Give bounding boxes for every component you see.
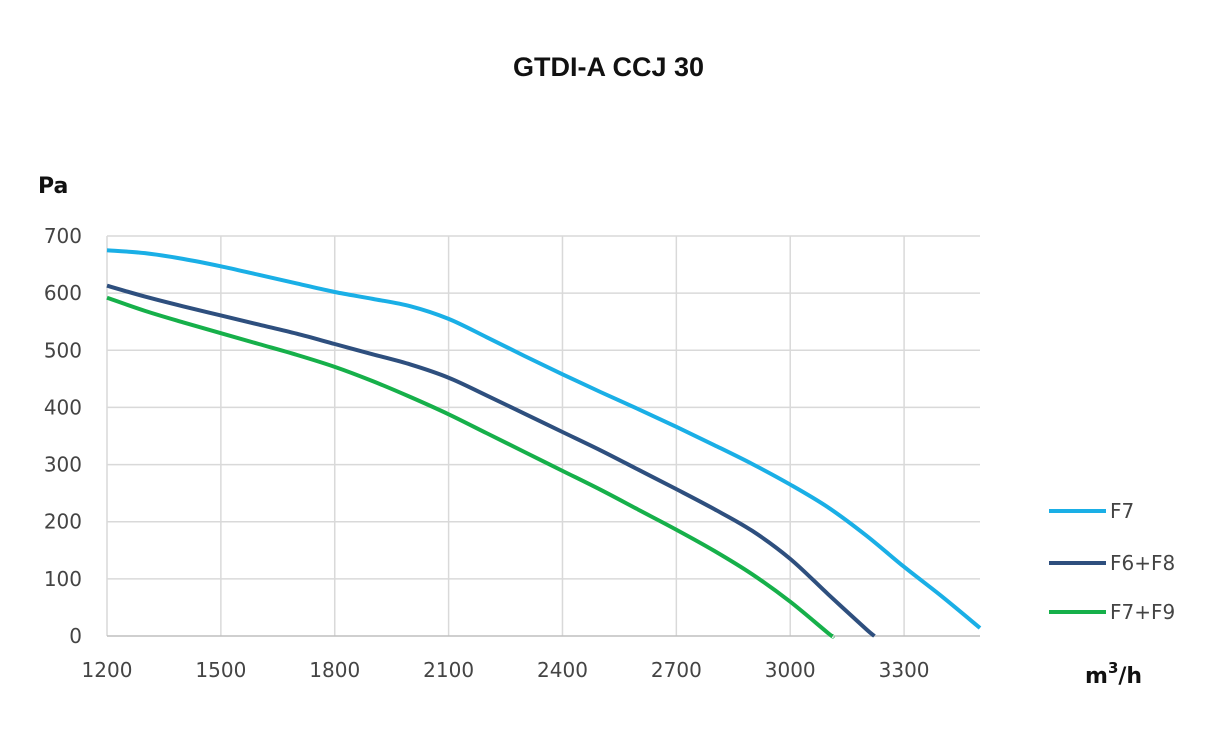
x-tick-label: 2700 [651, 658, 702, 682]
y-tick-label: 300 [44, 453, 82, 477]
x-tick-label: 3000 [765, 658, 816, 682]
series-line-f7 [106, 248, 982, 630]
x-tick-label: 1200 [82, 658, 133, 682]
x-tick-label: 2100 [423, 658, 474, 682]
y-tick-label: 100 [44, 567, 82, 591]
x-tick-label: 1500 [195, 658, 246, 682]
y-tick-label: 600 [44, 281, 82, 305]
legend-label: F6+F8 [1110, 551, 1175, 575]
legend: F7 F6+F8 F7+F9 [1049, 499, 1175, 624]
grid-layer [106, 235, 980, 637]
x-axis-label: m3/h [1085, 659, 1142, 689]
y-tick-label: 500 [44, 338, 82, 362]
y-tick-label: 200 [44, 510, 82, 534]
x-tick-label: 2400 [537, 658, 588, 682]
series-line-f7-f9 [106, 295, 835, 639]
chart-title: GTDI-A CCJ 30 [512, 52, 705, 82]
series-line-f6-f8 [106, 283, 876, 638]
legend-label: F7+F9 [1110, 600, 1175, 624]
legend-label: F7 [1110, 499, 1134, 523]
tick-layer: 0 100 200 300 400 500 600 700 1200 1500 1800 2100 24… [44, 224, 930, 682]
series-layer [106, 248, 982, 639]
y-tick-label: 700 [44, 224, 82, 248]
x-tick-label: 1800 [309, 658, 360, 682]
y-axis-label: Pa [38, 174, 68, 199]
y-tick-label: 0 [69, 624, 82, 648]
y-tick-label: 400 [44, 395, 82, 419]
x-tick-label: 3300 [879, 658, 930, 682]
